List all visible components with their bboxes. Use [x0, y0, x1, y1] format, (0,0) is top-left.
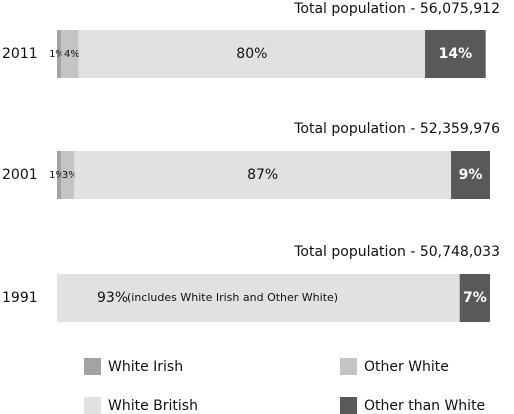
legend-swatch	[340, 358, 357, 375]
value-label: 3%	[62, 170, 78, 181]
bar-segment	[451, 151, 490, 199]
value-label: 93%	[97, 290, 128, 306]
category-label: 2011	[2, 46, 38, 62]
annotation: Total population - 52,359,976	[293, 121, 500, 137]
legend-label: White Irish	[108, 359, 183, 375]
category-label: 2001	[2, 167, 38, 183]
legend-label: Other than White	[364, 398, 485, 414]
value-label: 87%	[247, 167, 278, 183]
value-label: 4%	[64, 49, 80, 60]
bar-segment	[425, 30, 486, 78]
legend-swatch	[84, 358, 101, 375]
bar-segment	[61, 151, 75, 199]
value-label: 7%	[463, 290, 487, 306]
legend-label: Other White	[364, 359, 449, 375]
category-label: 1991	[2, 290, 38, 306]
value-label: 1%	[49, 49, 65, 60]
legend-swatch	[340, 397, 357, 414]
note: (includes White Irish and Other White)	[127, 291, 338, 304]
value-label: 14%	[439, 46, 473, 62]
legend-swatch	[84, 397, 101, 414]
bar-segment	[459, 274, 490, 322]
value-label: 9%	[459, 167, 483, 183]
bar-segment	[57, 151, 62, 199]
annotation: Total population - 56,075,912	[293, 1, 500, 17]
bar-segment	[78, 30, 426, 78]
value-label: 80%	[236, 46, 267, 62]
bar-segment	[61, 30, 79, 78]
value-label: 1%	[49, 170, 65, 181]
annotation: Total population - 50,748,033	[293, 244, 500, 260]
legend-label: White British	[108, 398, 198, 414]
bar-segment	[57, 274, 460, 322]
bar-segment	[57, 30, 62, 78]
bar-segment	[74, 151, 452, 199]
